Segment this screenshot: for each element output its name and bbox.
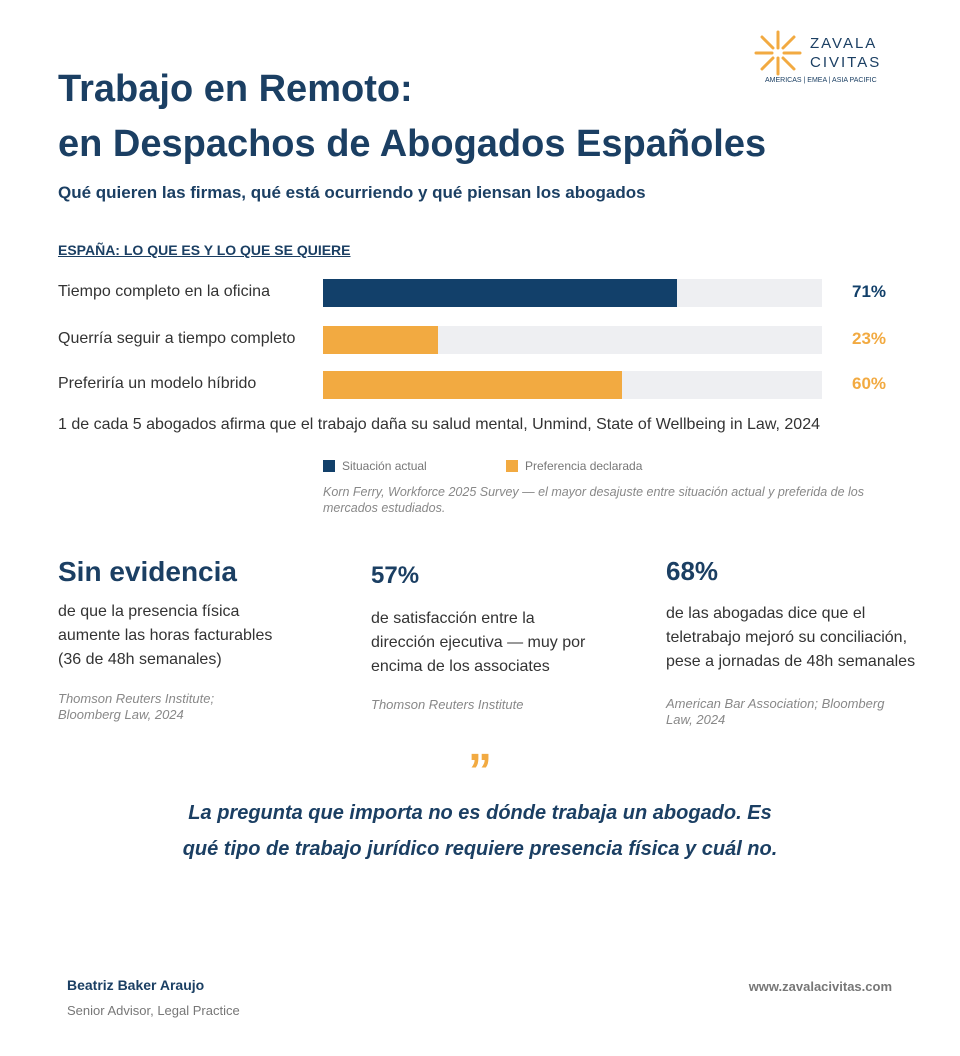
stat-source: Thomson Reuters Institute — [371, 697, 524, 712]
website: www.zavalacivitas.com — [748, 979, 892, 994]
stat-source: Law, 2024 — [666, 712, 726, 727]
stat-headline: Sin evidencia — [58, 556, 237, 587]
legend-swatch — [323, 460, 335, 472]
stat-text: de que la presencia física — [58, 603, 240, 620]
stat-headline: 68% — [666, 556, 719, 586]
value-label: 71% — [852, 282, 887, 301]
legend-swatch — [506, 460, 518, 472]
bar — [323, 371, 623, 399]
logo-name: ZAVALA — [810, 35, 878, 52]
subtitle: Qué quieren las firmas, qué está ocurrie… — [58, 183, 646, 202]
stat-text: pese a jornadas de 48h semanales — [666, 653, 916, 670]
stat-text: de las abogadas dice que el — [666, 605, 866, 622]
stat-text: aumente las horas facturables — [58, 627, 273, 644]
stat-source: American Bar Association; Bloomberg — [666, 696, 885, 711]
title: en Despachos de Abogados Españoles — [58, 123, 767, 165]
category-label: Tiempo completo en la oficina — [58, 283, 270, 300]
legend-label: Preferencia declarada — [525, 459, 643, 473]
bar — [323, 326, 438, 354]
stat-headline: 57% — [371, 562, 420, 589]
stat-source: Bloomberg Law, 2024 — [58, 707, 184, 722]
category-label: Preferiría un modelo híbrido — [58, 375, 257, 392]
stat-text: encima de los associates — [371, 658, 550, 675]
author-role: Senior Advisor, Legal Practice — [67, 1003, 240, 1018]
quote-text: qué tipo de trabajo jurídico requiere pr… — [182, 838, 778, 860]
value-label: 23% — [852, 329, 887, 348]
quote-mark: ” — [468, 745, 492, 798]
title: Trabajo en Remoto: — [58, 68, 413, 110]
stat-source: Thomson Reuters Institute; — [58, 691, 215, 706]
logo-tagline: AMERICAS | EMEA | ASIA PACIFIC — [765, 77, 877, 84]
stat-text: dirección ejecutiva — muy por — [371, 634, 586, 651]
quote-text: La pregunta que importa no es dónde trab… — [188, 802, 772, 824]
author: Beatriz Baker Araujo — [67, 977, 205, 993]
logo-icon — [754, 30, 802, 76]
chart-source: Korn Ferry, Workforce 2025 Survey — el m… — [323, 485, 864, 515]
logo-name: CIVITAS — [810, 54, 882, 71]
value-label: 60% — [852, 374, 887, 393]
annotation: 1 de cada 5 abogados afirma que el traba… — [58, 416, 820, 433]
bar — [323, 279, 678, 307]
section-heading: ESPAÑA: LO QUE ES Y LO QUE SE QUIERE — [58, 242, 351, 258]
stat-text: de satisfacción entre la — [371, 610, 535, 627]
stat-text: teletrabajo mejoró su conciliación, — [666, 629, 908, 646]
category-label: Querría seguir a tiempo completo — [58, 330, 296, 347]
legend-label: Situación actual — [342, 459, 427, 473]
stat-text: (36 de 48h semanales) — [58, 651, 222, 668]
